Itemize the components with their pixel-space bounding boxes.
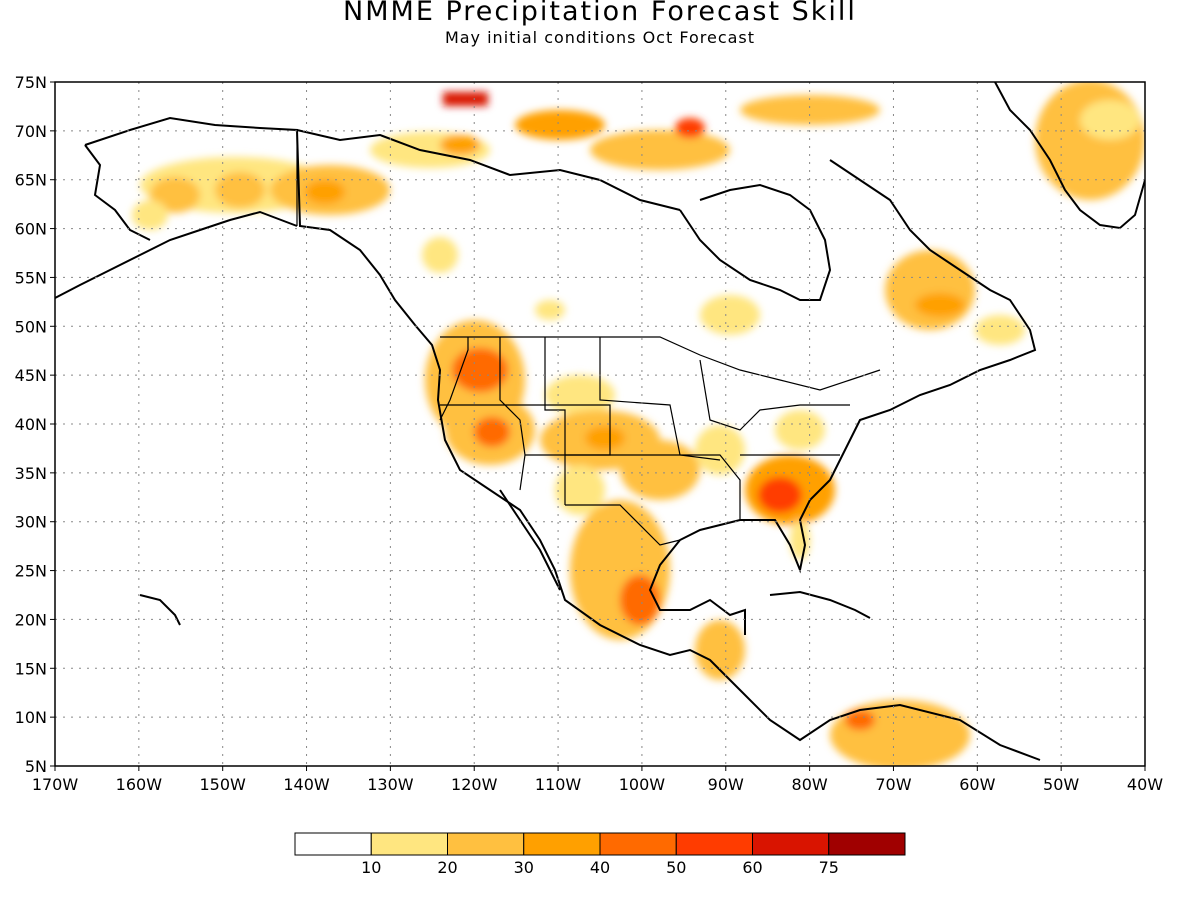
lat-tick-label: 60N: [15, 220, 47, 239]
lat-tick-label: 70N: [15, 122, 47, 141]
coastlines: [55, 82, 1145, 761]
skill-area-central-america: [695, 620, 745, 680]
lat-tick-label: 5N: [25, 757, 47, 776]
skill-area-greenland-north: [1080, 100, 1140, 140]
legend-label: 30: [514, 858, 534, 877]
skill-area-greenland: [1035, 82, 1145, 200]
skill-area-arctic-islands-4: [675, 118, 705, 138]
skill-area-arctic-islands-1: [443, 92, 488, 106]
skill-area-nw-territories-core: [440, 135, 480, 155]
legend-swatch: [828, 832, 906, 856]
lon-tick-label: 150W: [200, 775, 247, 794]
lon-tick-label: 40W: [1127, 775, 1163, 794]
skill-area-arctic-islands-3: [590, 130, 730, 170]
skill-area-newfoundland: [975, 315, 1025, 345]
longitude-labels: 170W 160W 150W 140W 130W 120W 110W 100W 90W 80W 70…: [32, 766, 1163, 794]
skill-area-alaska-west: [150, 177, 200, 213]
lat-tick-label: 25N: [15, 562, 47, 581]
graticule: [55, 82, 1145, 766]
lon-tick-label: 130W: [367, 775, 414, 794]
legend-swatch: [599, 832, 677, 856]
legend-swatch: [523, 832, 601, 856]
lat-tick-label: 20N: [15, 610, 47, 629]
skill-area-labrador: [885, 250, 975, 330]
lon-tick-label: 140W: [283, 775, 330, 794]
lat-tick-label: 40N: [15, 415, 47, 434]
skill-area-arctic-islands-2: [515, 110, 605, 140]
lat-tick-label: 15N: [15, 659, 47, 678]
lon-tick-label: 120W: [451, 775, 498, 794]
lat-tick-label: 75N: [15, 73, 47, 92]
lon-tick-label: 160W: [116, 775, 163, 794]
skill-area-south-america: [830, 700, 970, 766]
lon-tick-label: 70W: [875, 775, 911, 794]
skill-area-great-basin-core: [474, 417, 510, 447]
skill-area-alaska-southwest: [132, 200, 168, 230]
skill-area-saskatchewan: [535, 300, 565, 320]
skill-area-yukon-core: [305, 180, 345, 204]
lon-tick-label: 110W: [535, 775, 582, 794]
skill-area-colorado-core: [585, 426, 625, 450]
skill-area-labrador-core: [915, 293, 965, 317]
skill-area-virginia: [775, 410, 825, 450]
lon-tick-label: 80W: [792, 775, 828, 794]
skill-area-colombia: [845, 710, 875, 730]
lat-tick-label: 45N: [15, 366, 47, 385]
lon-tick-label: 170W: [32, 775, 79, 794]
lon-tick-label: 90W: [708, 775, 744, 794]
lat-tick-label: 55N: [15, 268, 47, 287]
legend-label: 40: [590, 858, 610, 877]
legend-swatch: [294, 832, 372, 856]
lat-tick-label: 65N: [15, 171, 47, 190]
legend-label: 10: [361, 858, 381, 877]
map-title: NMME Precipitation Forecast Skill: [343, 0, 857, 27]
skill-area-pacific-nw-core: [452, 348, 508, 392]
lat-tick-label: 50N: [15, 317, 47, 336]
skill-area-alaska-central: [215, 172, 265, 208]
skill-area-ontario: [700, 295, 760, 335]
legend-label: 20: [437, 858, 457, 877]
skill-area-texas: [620, 440, 700, 500]
skill-shading: [132, 82, 1145, 766]
lat-tick-label: 10N: [15, 708, 47, 727]
legend-swatch: [752, 832, 830, 856]
skill-area-georgia: [758, 477, 802, 513]
lon-tick-label: 60W: [959, 775, 995, 794]
lat-tick-label: 35N: [15, 464, 47, 483]
legend-label: 50: [666, 858, 686, 877]
color-legend: 10 20 30 40 50 60 75: [294, 832, 906, 877]
skill-area-new-mexico: [555, 465, 605, 515]
map-subtitle: May initial conditions Oct Forecast: [444, 28, 756, 47]
lon-tick-label: 100W: [619, 775, 666, 794]
legend-swatch: [675, 832, 753, 856]
skill-area-bc-north: [422, 237, 458, 273]
legend-swatch: [370, 832, 448, 856]
skill-area-baffin: [740, 95, 880, 125]
skill-area-wyoming: [545, 375, 615, 415]
legend-label: 75: [819, 858, 839, 877]
legend-swatch: [447, 832, 525, 856]
legend-label: 60: [742, 858, 762, 877]
lat-tick-label: 30N: [15, 513, 47, 532]
lon-tick-label: 50W: [1043, 775, 1079, 794]
latitude-labels: 75N 70N 65N 60N 55N 50N 45N 40N 35N 30N 25N 20N 15N 1…: [15, 73, 55, 776]
skill-area-arkansas: [695, 425, 745, 475]
